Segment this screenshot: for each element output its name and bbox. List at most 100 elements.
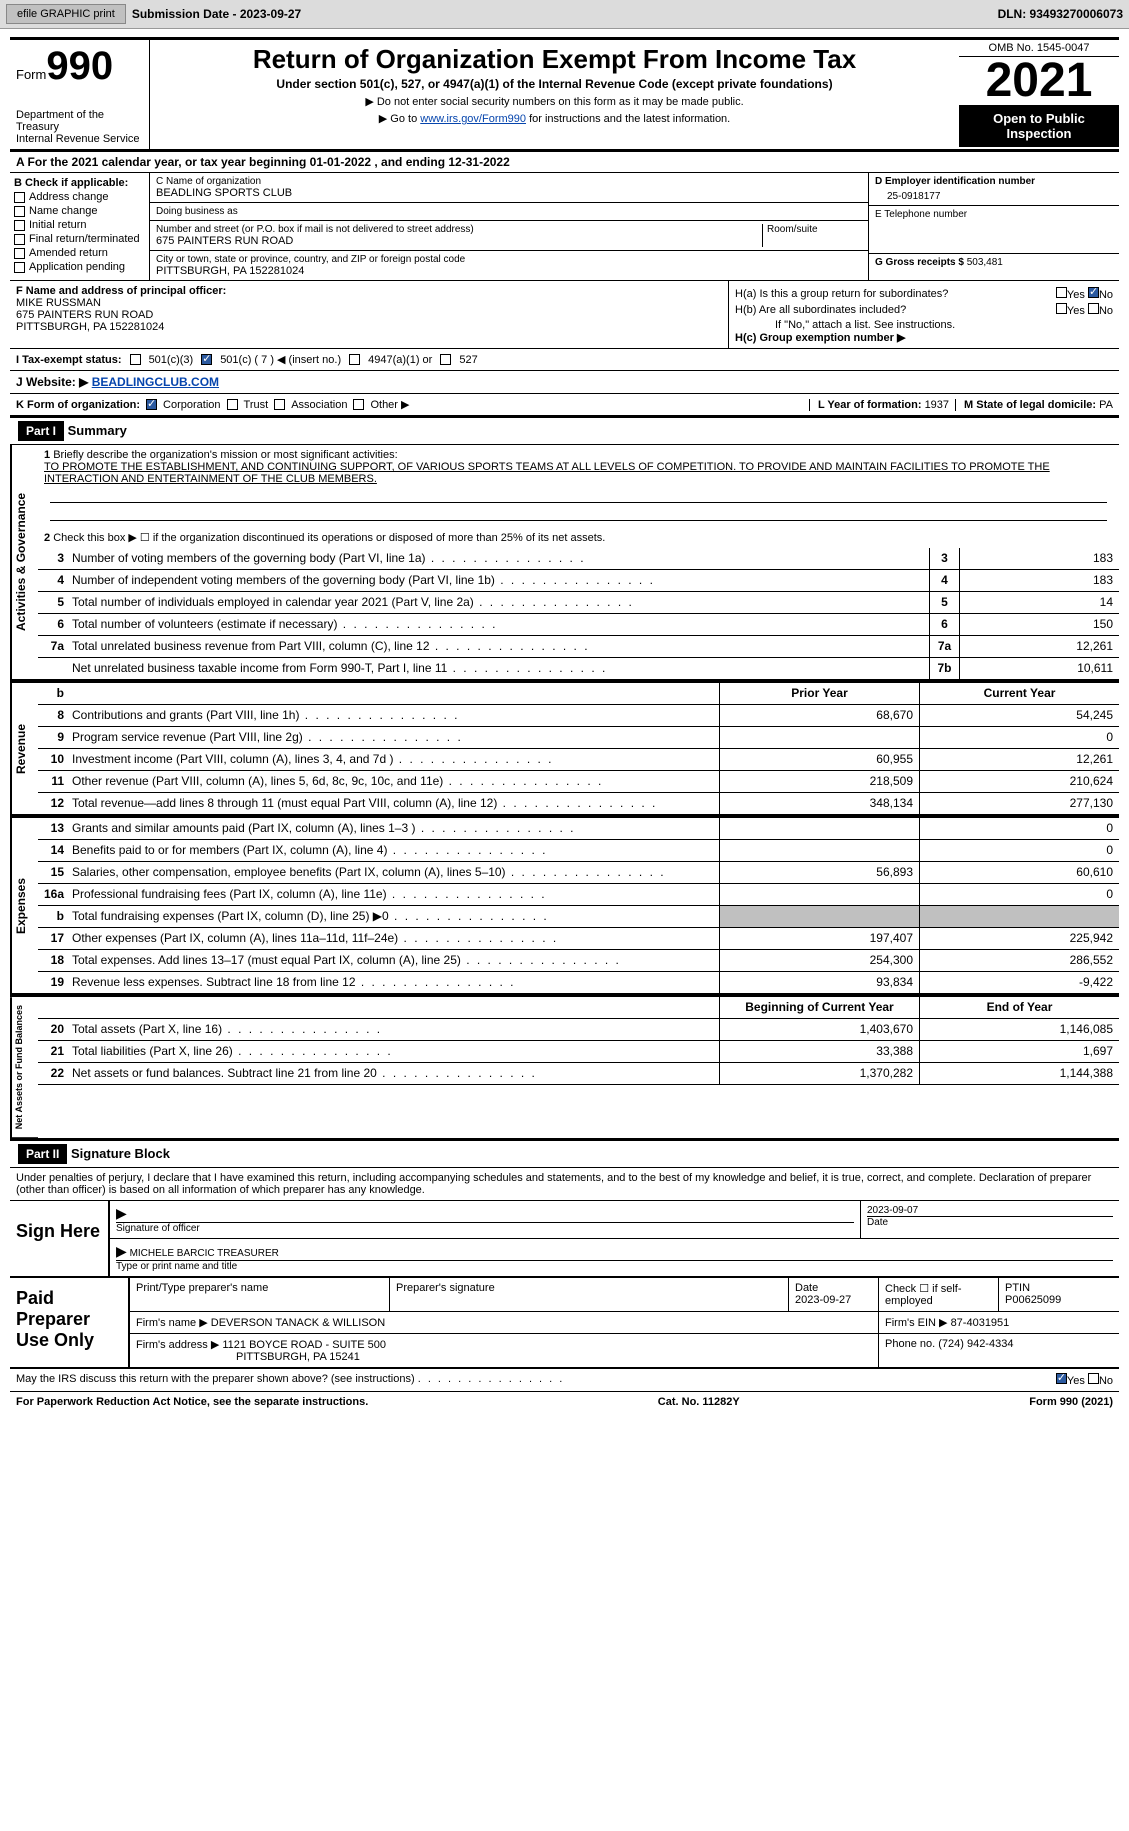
vtab-expenses: Expenses (10, 818, 38, 994)
officer-name: MIKE RUSSMAN (16, 297, 722, 309)
yes-label: Yes (1067, 1375, 1085, 1387)
ein-value: 25-0918177 (875, 187, 1113, 202)
checkbox-checked-icon[interactable] (1056, 1373, 1067, 1384)
rows-revenue: 8 Contributions and grants (Part VIII, l… (38, 705, 1119, 815)
part2-header: Part II Signature Block (10, 1141, 1119, 1168)
discuss-row: May the IRS discuss this return with the… (10, 1369, 1119, 1392)
checkbox-checked-icon[interactable] (1088, 287, 1099, 298)
checkbox-icon[interactable] (130, 354, 141, 365)
line-desc: Salaries, other compensation, employee b… (68, 862, 719, 883)
opt-4947: 4947(a)(1) or (368, 354, 432, 366)
chk-address-change[interactable]: Address change (14, 191, 145, 203)
prior-year-val: 197,407 (719, 928, 919, 949)
part1-badge: Part I (18, 421, 64, 441)
line-num (38, 658, 68, 679)
line-num: 12 (38, 793, 68, 814)
part2-badge: Part II (18, 1144, 67, 1164)
form-header: Form990 Department of the Treasury Inter… (10, 37, 1119, 152)
signature-intro: Under penalties of perjury, I declare th… (10, 1168, 1119, 1200)
note-ssn: ▶ Do not enter social security numbers o… (158, 95, 951, 108)
sig-date-label: Date (867, 1216, 1113, 1228)
dba-field: Doing business as (150, 203, 868, 221)
checkbox-icon[interactable] (349, 354, 360, 365)
footer-row: For Paperwork Reduction Act Notice, see … (10, 1392, 1119, 1412)
hb-label: H(b) Are all subordinates included? (735, 304, 906, 316)
line2: 2 Check this box ▶ ☐ if the organization… (38, 527, 1119, 548)
line-num: 18 (38, 950, 68, 971)
checkbox-icon[interactable] (1088, 303, 1099, 314)
chk-label: Application pending (29, 261, 125, 273)
prep-self: Check ☐ if self-employed (879, 1278, 999, 1311)
irs-link[interactable]: www.irs.gov/Form990 (420, 113, 526, 125)
checkbox-icon (14, 262, 25, 273)
checkbox-icon[interactable] (274, 399, 285, 410)
header-right: OMB No. 1545-0047 2021 Open to Public In… (959, 40, 1119, 149)
opt-assoc: Association (291, 399, 347, 411)
row-k: K Form of organization: Corporation Trus… (10, 394, 1119, 418)
checkbox-icon (14, 206, 25, 217)
firm-name: Firm's name ▶ DEVERSON TANACK & WILLISON (130, 1312, 879, 1333)
chk-amended-return[interactable]: Amended return (14, 247, 145, 259)
sign-here-row: Sign Here ▶ Signature of officer 2023-09… (10, 1200, 1119, 1276)
summary-line: 11 Other revenue (Part VIII, column (A),… (38, 771, 1119, 793)
summary-line: 6 Total number of volunteers (estimate i… (38, 614, 1119, 636)
cat-no: Cat. No. 11282Y (658, 1396, 740, 1408)
checkbox-checked-icon[interactable] (201, 354, 212, 365)
line-desc: Contributions and grants (Part VIII, lin… (68, 705, 719, 726)
checkbox-icon[interactable] (227, 399, 238, 410)
summary-line: 15 Salaries, other compensation, employe… (38, 862, 1119, 884)
line-val: 183 (959, 570, 1119, 591)
ha-label: H(a) Is this a group return for subordin… (735, 288, 948, 300)
efile-print-button[interactable]: efile GRAPHIC print (6, 4, 126, 24)
officer-sig: ▶ Signature of officer (110, 1201, 861, 1238)
chk-name-change[interactable]: Name change (14, 205, 145, 217)
form-990-number: 990 (46, 44, 113, 88)
summary-line: 3 Number of voting members of the govern… (38, 548, 1119, 570)
vtab-netassets: Net Assets or Fund Balances (10, 997, 38, 1138)
summary-line: 19 Revenue less expenses. Subtract line … (38, 972, 1119, 994)
section-h: H(a) Is this a group return for subordin… (729, 281, 1119, 348)
checkbox-icon[interactable] (1088, 1373, 1099, 1384)
checkbox-icon[interactable] (440, 354, 451, 365)
hb-line: H(b) Are all subordinates included? Yes … (735, 303, 1113, 317)
prior-year-val: 348,134 (719, 793, 919, 814)
firm-name-label: Firm's name ▶ (136, 1317, 208, 1329)
line-desc: Net unrelated business taxable income fr… (68, 658, 929, 679)
checkbox-icon[interactable] (353, 399, 364, 410)
website-link[interactable]: BEADLINGCLUB.COM (92, 375, 219, 389)
checkbox-icon[interactable] (1056, 303, 1067, 314)
chk-label: Final return/terminated (29, 233, 140, 245)
checkbox-icon (14, 234, 25, 245)
summary-line: 10 Investment income (Part VIII, column … (38, 749, 1119, 771)
mission-label: Briefly describe the organization's miss… (53, 449, 397, 461)
row-i: I Tax-exempt status: 501(c)(3) 501(c) ( … (10, 349, 1119, 371)
line-num: 11 (38, 771, 68, 792)
part1-activities: Activities & Governance 1 Briefly descri… (10, 445, 1119, 680)
eoy-header: End of Year (919, 997, 1119, 1018)
chk-final-return[interactable]: Final return/terminated (14, 233, 145, 245)
sd-label: M State of legal domicile: (964, 399, 1096, 411)
line-val: 150 (959, 614, 1119, 635)
sign-here-label: Sign Here (10, 1201, 110, 1276)
summary-line: 7a Total unrelated business revenue from… (38, 636, 1119, 658)
yf-value: 1937 (925, 399, 949, 411)
summary-line: 8 Contributions and grants (Part VIII, l… (38, 705, 1119, 727)
line-val: 183 (959, 548, 1119, 569)
yes-label: Yes (1067, 289, 1085, 301)
form-subtitle: Under section 501(c), 527, or 4947(a)(1)… (158, 77, 951, 91)
opt-trust: Trust (244, 399, 269, 411)
firm-phone: Phone no. (724) 942-4334 (879, 1334, 1119, 1367)
ptin-value: P00625099 (1005, 1294, 1061, 1306)
chk-initial-return[interactable]: Initial return (14, 219, 145, 231)
chk-application-pending[interactable]: Application pending (14, 261, 145, 273)
prior-year-header: Prior Year (719, 683, 919, 704)
checkbox-checked-icon[interactable] (146, 399, 157, 410)
room-label: Room/suite (767, 224, 862, 235)
checkbox-icon[interactable] (1056, 287, 1067, 298)
ha-yesno: Yes No (1056, 287, 1113, 301)
line-num: 8 (38, 705, 68, 726)
row-a-tax-year: A For the 2021 calendar year, or tax yea… (10, 152, 1119, 173)
line-val: 14 (959, 592, 1119, 613)
arrow-icon: ▶ (116, 1205, 127, 1221)
line-num: 3 (38, 548, 68, 569)
